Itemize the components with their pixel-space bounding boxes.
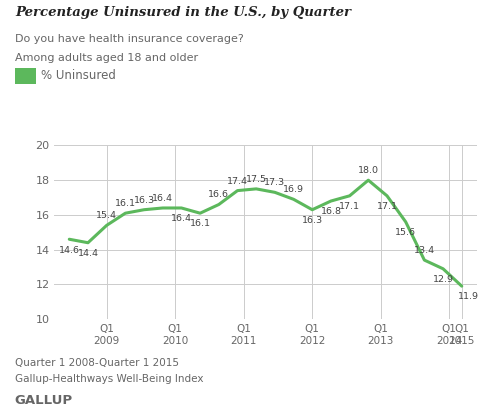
Text: 17.5: 17.5	[246, 175, 267, 184]
Text: 15.6: 15.6	[395, 228, 416, 237]
Text: Among adults aged 18 and older: Among adults aged 18 and older	[15, 53, 198, 63]
Text: Quarter 1 2008-Quarter 1 2015: Quarter 1 2008-Quarter 1 2015	[15, 358, 179, 368]
Text: 16.8: 16.8	[321, 207, 341, 216]
Text: 14.4: 14.4	[78, 249, 98, 258]
Text: Gallup-Healthways Well-Being Index: Gallup-Healthways Well-Being Index	[15, 374, 204, 384]
Text: Do you have health insurance coverage?: Do you have health insurance coverage?	[15, 34, 244, 44]
Text: 17.3: 17.3	[264, 178, 286, 187]
Text: Percentage Uninsured in the U.S., by Quarter: Percentage Uninsured in the U.S., by Qua…	[15, 6, 351, 19]
Text: 11.9: 11.9	[458, 292, 479, 301]
Text: 17.1: 17.1	[376, 202, 398, 211]
Text: 15.4: 15.4	[96, 211, 117, 220]
Text: 18.0: 18.0	[358, 166, 379, 175]
Text: 13.4: 13.4	[414, 246, 435, 255]
Text: 17.1: 17.1	[339, 202, 360, 211]
Text: 16.4: 16.4	[171, 214, 192, 223]
Text: 16.1: 16.1	[115, 199, 136, 208]
Text: 17.4: 17.4	[227, 177, 248, 185]
Text: 16.3: 16.3	[133, 196, 155, 205]
Text: 12.9: 12.9	[433, 275, 453, 284]
Text: 16.3: 16.3	[302, 216, 323, 225]
Text: GALLUP: GALLUP	[15, 394, 73, 404]
Text: 16.6: 16.6	[208, 190, 229, 200]
Text: 16.1: 16.1	[190, 219, 210, 228]
Text: 16.9: 16.9	[283, 185, 304, 194]
Text: 14.6: 14.6	[59, 246, 80, 255]
Text: 16.4: 16.4	[152, 194, 173, 203]
Text: % Uninsured: % Uninsured	[41, 69, 116, 82]
